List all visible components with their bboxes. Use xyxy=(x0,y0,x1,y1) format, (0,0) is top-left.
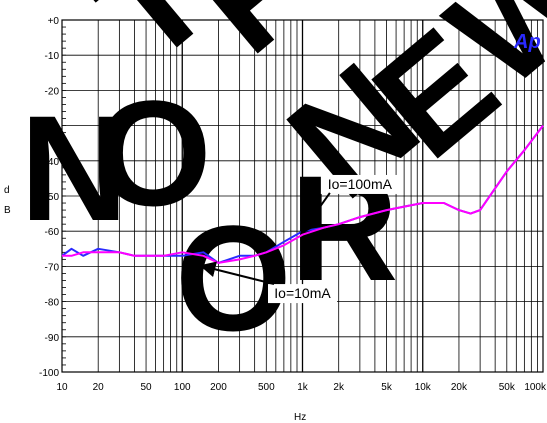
x-tick-label: 50k xyxy=(499,382,516,393)
annotations: Io=100mA Io=10mA xyxy=(199,174,399,304)
annotation-arrow xyxy=(199,261,275,286)
x-tick-label: 500 xyxy=(258,382,275,393)
y-tick-label: -50 xyxy=(45,192,60,203)
x-tick-label: 20 xyxy=(93,382,105,393)
y-tick-label: -100 xyxy=(39,368,59,379)
y-tick-label: -20 xyxy=(45,86,60,97)
axis-ticks: 10 20 50 100 200 500 1k 2k 5k 10k 20k 50k 100k +0 -10 -… xyxy=(39,16,547,393)
annotation-io-100ma: Io=100mA xyxy=(328,176,393,192)
watermark-letter: O xyxy=(175,194,292,362)
annotation-background xyxy=(320,174,399,194)
y-tick-label: -80 xyxy=(45,298,60,309)
ap-logo: Ap xyxy=(513,31,541,53)
x-tick-label: 100k xyxy=(524,382,547,393)
x-tick-label: 10k xyxy=(415,382,432,393)
watermark: NOTFORNEW xyxy=(20,0,547,362)
y-tick-label: -90 xyxy=(45,333,60,344)
watermark-letter: N xyxy=(20,84,128,252)
annotation-arrow xyxy=(300,192,331,235)
plot-grid xyxy=(61,19,544,373)
x-axis-label: Hz xyxy=(294,412,306,423)
x-tick-label: 10 xyxy=(56,382,68,393)
x-tick-label: 1k xyxy=(297,382,309,393)
x-tick-label: 2k xyxy=(333,382,345,393)
x-tick-label: 200 xyxy=(210,382,227,393)
y-axis-label-top: d xyxy=(4,185,10,196)
annotation-background xyxy=(268,284,337,304)
y-tick-label: -40 xyxy=(45,157,60,168)
series-lines xyxy=(61,124,544,264)
x-tick-label: 20k xyxy=(451,382,468,393)
y-tick-label: -30 xyxy=(45,122,60,133)
y-tick-label: -10 xyxy=(45,51,60,62)
watermark-letter: O xyxy=(95,69,212,237)
y-tick-label: -60 xyxy=(45,227,60,238)
x-tick-label: 5k xyxy=(381,382,393,393)
y-tick-label: +0 xyxy=(48,16,60,27)
x-tick-label: 100 xyxy=(174,382,191,393)
annotation-io-10ma: Io=10mA xyxy=(274,285,331,301)
y-axis-label-bottom: B xyxy=(4,205,11,216)
x-tick-label: 50 xyxy=(140,382,152,393)
series-line-io-10ma xyxy=(62,124,544,264)
y-tick-label: -70 xyxy=(45,262,60,273)
